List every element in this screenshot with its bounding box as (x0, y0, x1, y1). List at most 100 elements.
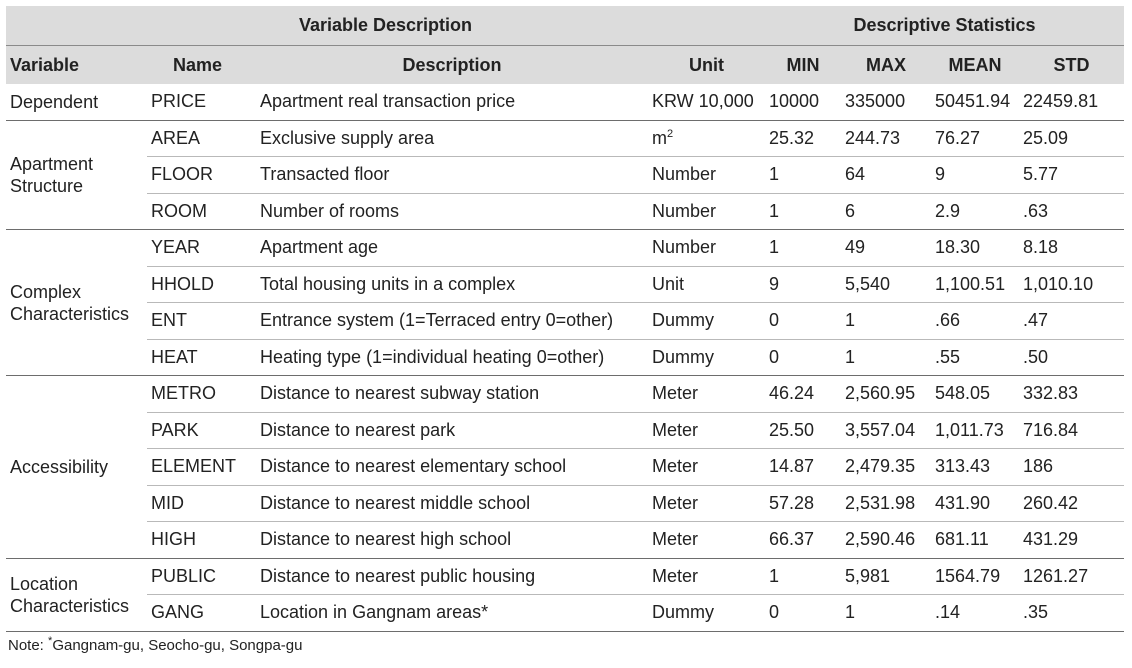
cell-min: 1 (765, 229, 842, 267)
cell-description: Apartment real transaction price (256, 84, 648, 121)
cell-name: FLOOR (147, 156, 256, 194)
cell-min: 57.28 (765, 485, 842, 522)
cell-description: Location in Gangnam areas* (256, 594, 648, 632)
cell-mean: .55 (931, 339, 1020, 376)
col-header-std: STD (1019, 45, 1125, 84)
cell-unit: Meter (648, 448, 766, 486)
group-label-accessibility: Accessibility (6, 375, 147, 559)
cell-description: Exclusive supply area (256, 120, 648, 157)
cell-name: PUBLIC (147, 558, 256, 595)
col-header-unit: Unit (648, 45, 766, 84)
cell-mean: 313.43 (931, 448, 1020, 486)
cell-name: HHOLD (147, 266, 256, 303)
cell-std: .47 (1019, 302, 1125, 340)
cell-max: 2,479.35 (841, 448, 932, 486)
cell-description: Distance to nearest middle school (256, 485, 648, 522)
cell-unit: Meter (648, 485, 766, 522)
header-descriptive-statistics: Descriptive Statistics (765, 6, 1125, 46)
cell-unit: m2 (648, 120, 766, 157)
cell-description: Entrance system (1=Terraced entry 0=othe… (256, 302, 648, 340)
cell-mean: 681.11 (931, 521, 1020, 559)
table-row: HEAT Heating type (1=individual heating … (6, 339, 1125, 376)
cell-std: 332.83 (1019, 375, 1125, 413)
cell-name: METRO (147, 375, 256, 413)
cell-min: 0 (765, 339, 842, 376)
table-row: ROOM Number of rooms Number 1 6 2.9 .63 (6, 193, 1125, 230)
cell-mean: 9 (931, 156, 1020, 194)
table-row: MID Distance to nearest middle school Me… (6, 485, 1125, 522)
cell-min: 10000 (765, 84, 842, 121)
table-footnote: Note: *Gangnam-gu, Seocho-gu, Songpa-gu (8, 635, 303, 655)
cell-min: 0 (765, 302, 842, 340)
cell-unit: Number (648, 156, 766, 194)
cell-max: 1 (841, 339, 932, 376)
cell-description: Distance to nearest park (256, 412, 648, 449)
cell-description: Distance to nearest elementary school (256, 448, 648, 486)
cell-max: 335000 (841, 84, 932, 121)
table-row: Dependent PRICE Apartment real transacti… (6, 84, 1125, 121)
col-header-max: MAX (841, 45, 932, 84)
cell-unit: Number (648, 229, 766, 267)
cell-mean: 76.27 (931, 120, 1020, 157)
cell-min: 46.24 (765, 375, 842, 413)
table-row: ELEMENT Distance to nearest elementary s… (6, 448, 1125, 486)
cell-name: HEAT (147, 339, 256, 376)
cell-name: ELEMENT (147, 448, 256, 486)
cell-max: 1 (841, 594, 932, 632)
cell-max: 2,560.95 (841, 375, 932, 413)
table-row: HHOLD Total housing units in a complex U… (6, 266, 1125, 303)
cell-max: 5,981 (841, 558, 932, 595)
cell-min: 1 (765, 193, 842, 230)
cell-min: 25.32 (765, 120, 842, 157)
cell-min: 0 (765, 594, 842, 632)
group-label-complex-characteristics: Complex Characteristics (6, 229, 147, 376)
table-row: FLOOR Transacted floor Number 1 64 9 5.7… (6, 156, 1125, 194)
col-header-mean: MEAN (931, 45, 1020, 84)
cell-description: Distance to nearest high school (256, 521, 648, 559)
cell-std: 716.84 (1019, 412, 1125, 449)
cell-max: 6 (841, 193, 932, 230)
table-row: Location Characteristics PUBLIC Distance … (6, 558, 1125, 632)
cell-max: 5,540 (841, 266, 932, 303)
cell-max: 1 (841, 302, 932, 340)
header-group-row: Variable Description Descriptive Statist… (6, 6, 1125, 46)
cell-name: ENT (147, 302, 256, 340)
cell-description: Distance to nearest subway station (256, 375, 648, 413)
col-header-min: MIN (765, 45, 842, 84)
cell-std: .63 (1019, 193, 1125, 230)
cell-std: 1261.27 (1019, 558, 1125, 595)
cell-max: 64 (841, 156, 932, 194)
cell-name: HIGH (147, 521, 256, 559)
cell-min: 1 (765, 156, 842, 194)
cell-unit: Meter (648, 558, 766, 595)
cell-std: 1,010.10 (1019, 266, 1125, 303)
cell-unit: Meter (648, 375, 766, 413)
cell-unit: Dummy (648, 339, 766, 376)
cell-mean: 548.05 (931, 375, 1020, 413)
cell-mean: 50451.94 (931, 84, 1020, 121)
cell-max: 49 (841, 229, 932, 267)
cell-name: PRICE (147, 84, 256, 121)
group-label-location-characteristics: Location Characteristics (6, 558, 147, 632)
cell-unit: Dummy (648, 594, 766, 632)
cell-min: 9 (765, 266, 842, 303)
cell-description: Transacted floor (256, 156, 648, 194)
cell-name: AREA (147, 120, 256, 157)
cell-name: PARK (147, 412, 256, 449)
col-header-name: Name (147, 45, 256, 84)
cell-max: 3,557.04 (841, 412, 932, 449)
cell-std: 25.09 (1019, 120, 1125, 157)
table-row: ENT Entrance system (1=Terraced entry 0=… (6, 302, 1125, 340)
group-label-apartment-structure: Apartment Structure (6, 120, 147, 230)
cell-unit: KRW 10,000 (648, 84, 766, 121)
header-variable-description: Variable Description (6, 6, 766, 46)
cell-description: Distance to nearest public housing (256, 558, 648, 595)
cell-mean: 18.30 (931, 229, 1020, 267)
cell-name: GANG (147, 594, 256, 632)
cell-min: 25.50 (765, 412, 842, 449)
cell-min: 14.87 (765, 448, 842, 486)
cell-unit: Unit (648, 266, 766, 303)
cell-std: 260.42 (1019, 485, 1125, 522)
cell-unit: Dummy (648, 302, 766, 340)
table-row: Apartment Structure AREA Exclusive supply… (6, 120, 1125, 230)
